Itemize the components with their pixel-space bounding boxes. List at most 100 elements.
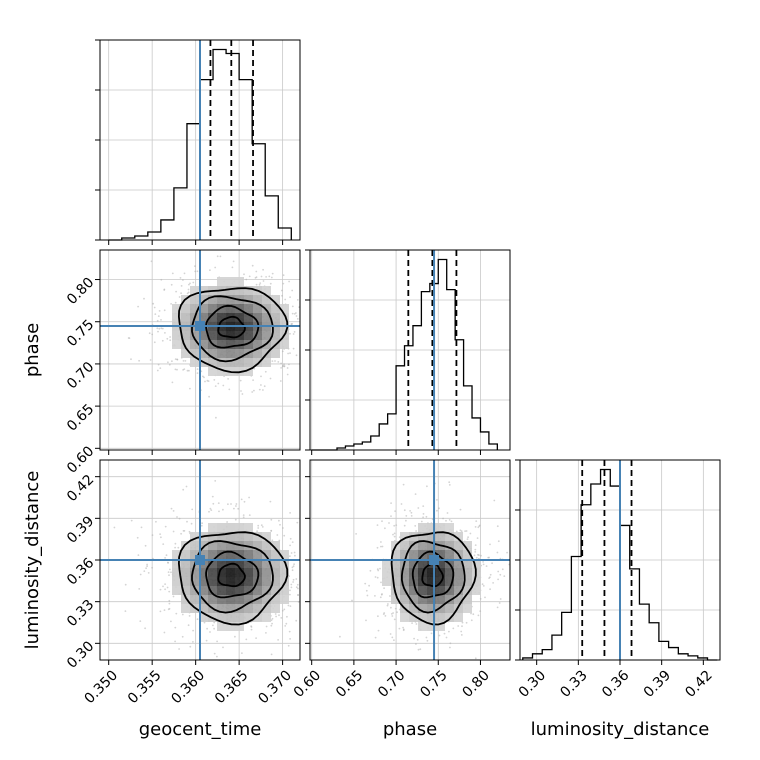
- sample-point: [154, 313, 157, 315]
- x-tick-label: 0.360: [168, 667, 208, 707]
- sample-point: [289, 296, 291, 298]
- density-block: [181, 550, 190, 559]
- sample-point: [176, 516, 178, 518]
- sample-point: [289, 352, 291, 354]
- sample-point: [269, 377, 272, 380]
- sample-point: [415, 530, 417, 532]
- sample-point: [163, 609, 166, 611]
- sample-point: [239, 379, 242, 382]
- sample-point: [179, 277, 182, 279]
- density-block: [199, 541, 208, 550]
- sample-point: [214, 385, 217, 387]
- density-block: [454, 541, 463, 550]
- sample-point: [287, 644, 290, 647]
- density-block: [244, 313, 253, 322]
- sample-point: [286, 615, 288, 618]
- y-tick-label: 0.39: [64, 513, 97, 546]
- density-block: [244, 532, 253, 541]
- sample-point: [185, 485, 188, 488]
- density-block: [226, 541, 235, 550]
- sample-point: [398, 627, 401, 630]
- density-block: [427, 523, 436, 532]
- sample-point: [161, 327, 164, 330]
- sample-point: [452, 627, 455, 630]
- density-block: [262, 358, 271, 367]
- sample-point: [178, 296, 181, 298]
- sample-point: [260, 384, 262, 386]
- sample-point: [295, 586, 298, 589]
- density-block: [418, 523, 427, 532]
- sample-point: [479, 598, 482, 600]
- sample-point: [258, 388, 261, 391]
- sample-point: [152, 302, 155, 305]
- x-tick-label: 0.42: [682, 667, 715, 700]
- sample-point: [281, 294, 283, 297]
- density-block: [244, 367, 253, 376]
- sample-point: [235, 503, 238, 505]
- density-block: [271, 568, 280, 577]
- density-block: [253, 358, 262, 367]
- density-block: [436, 559, 445, 568]
- sample-point: [189, 387, 191, 390]
- sample-point: [153, 306, 156, 309]
- density-block: [217, 577, 226, 586]
- sample-point: [167, 361, 169, 364]
- density-block: [181, 586, 190, 595]
- sample-point: [240, 498, 243, 501]
- sample-point: [497, 540, 500, 543]
- sample-point: [214, 480, 217, 482]
- sample-point: [230, 503, 232, 505]
- density-block: [244, 577, 253, 586]
- density-block: [244, 331, 253, 340]
- sample-point: [248, 514, 251, 516]
- sample-point: [216, 255, 219, 258]
- sample-point: [189, 282, 191, 285]
- sample-point: [384, 615, 387, 617]
- density-block: [454, 595, 463, 604]
- sample-point: [485, 565, 488, 567]
- sample-point: [260, 375, 262, 378]
- sample-point: [277, 639, 279, 641]
- density-block: [436, 523, 445, 532]
- density-block: [262, 331, 271, 340]
- density-block: [271, 559, 280, 568]
- density-block: [226, 523, 235, 532]
- sample-point: [284, 625, 287, 627]
- density-block: [418, 613, 427, 622]
- sample-point: [145, 567, 148, 570]
- sample-point: [206, 627, 209, 630]
- sample-point: [113, 526, 116, 529]
- sample-point: [374, 595, 376, 597]
- sample-point: [506, 551, 508, 554]
- sample-point: [477, 553, 479, 556]
- sample-point: [200, 524, 203, 527]
- sample-point: [168, 363, 171, 366]
- density-block: [262, 286, 271, 295]
- density-block: [244, 304, 253, 313]
- density-block: [190, 358, 199, 367]
- density-block: [382, 559, 391, 568]
- density-block: [181, 595, 190, 604]
- density-block: [181, 304, 190, 313]
- sample-point: [169, 336, 172, 338]
- sample-point: [262, 280, 265, 282]
- density-block: [262, 559, 271, 568]
- sample-point: [260, 275, 263, 278]
- sample-point: [203, 621, 206, 624]
- sample-point: [139, 620, 142, 622]
- sample-point: [188, 369, 190, 372]
- sample-point: [482, 585, 485, 587]
- sample-point: [460, 630, 463, 633]
- sample-point: [466, 538, 469, 540]
- sample-point: [137, 554, 140, 556]
- sample-point: [255, 283, 258, 286]
- sample-point: [430, 632, 433, 635]
- density-block: [208, 595, 217, 604]
- scatter-panel-phase-luminosity_distance: [305, 459, 511, 665]
- density-block: [226, 286, 235, 295]
- sample-point: [284, 298, 287, 301]
- sample-point: [169, 568, 171, 571]
- density-block: [271, 295, 280, 304]
- sample-point: [143, 570, 146, 572]
- sample-point: [274, 613, 277, 615]
